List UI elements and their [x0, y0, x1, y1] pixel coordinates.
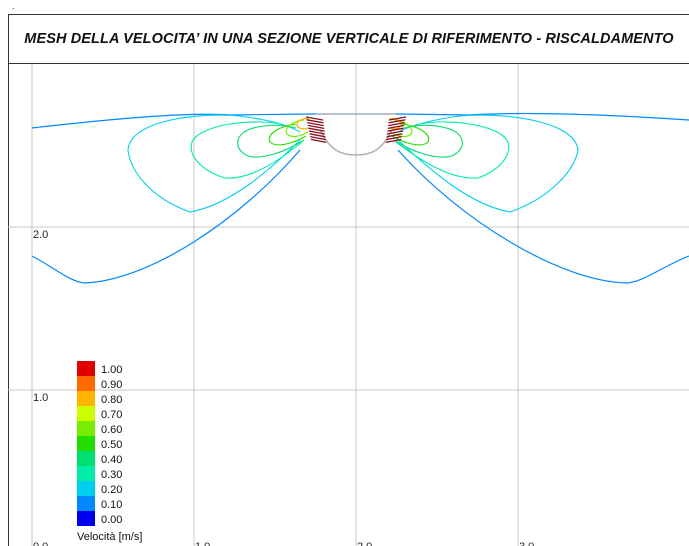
legend-swatch	[77, 451, 95, 466]
legend-title: Velocità [m/s]	[77, 531, 142, 543]
contour-right-060	[389, 119, 413, 138]
contour-right-020	[397, 114, 579, 213]
vector-right	[388, 116, 407, 121]
contour-right-040	[393, 124, 463, 158]
legend-swatch	[77, 481, 95, 496]
contour-right-050	[391, 123, 430, 146]
y-tick-label: 1.0	[33, 392, 48, 404]
chart-title-box: MESH DELLA VELOCITA’ IN UNA SEZIONE VERT…	[8, 14, 689, 64]
legend-value: 0.80	[101, 394, 122, 406]
color-legend: 1.00 0.90 0.80 0.70 0.60 0.50 0.40 0.30 0.20 0.10…	[77, 361, 142, 543]
vector-right	[387, 127, 404, 132]
legend-value: 0.10	[101, 499, 122, 511]
vector-left	[310, 138, 327, 144]
contour-left-050	[268, 123, 307, 146]
x-tick-label: 2.0	[357, 541, 372, 546]
contour-left-060	[285, 119, 309, 138]
grid-lines	[8, 64, 689, 546]
legend-value: 0.40	[101, 454, 122, 466]
contour-left-030	[190, 121, 303, 179]
vector-left	[305, 116, 324, 121]
axis-tick-labels: 2.0 1.0 0.0 1.0 2.0 3.0	[33, 229, 534, 546]
y-tick-label: 2.0	[33, 229, 48, 241]
contour-left-020	[127, 114, 301, 213]
vector-right	[387, 124, 405, 130]
x-tick-label: 0.0	[33, 541, 48, 546]
legend-swatch	[77, 376, 95, 391]
legend-swatch	[77, 511, 95, 526]
legend-value: 0.50	[101, 439, 122, 451]
legend-value: 0.70	[101, 409, 122, 421]
vector-right	[386, 130, 404, 135]
contour-outer-left	[31, 149, 301, 284]
legend-value: 0.00	[101, 514, 122, 526]
contour-top-band	[31, 113, 689, 129]
contour-outer-right	[397, 149, 689, 284]
vector-left	[308, 127, 325, 132]
vector-left	[308, 130, 326, 135]
legend-swatch	[77, 406, 95, 421]
velocity-contours	[31, 113, 689, 284]
legend-value: 0.90	[101, 379, 122, 391]
contour-left-080	[296, 117, 310, 130]
vector-left	[307, 121, 324, 127]
vector-right	[388, 121, 405, 127]
vector-right	[388, 119, 406, 124]
velocity-vectors	[305, 116, 407, 144]
corner-mark: -	[12, 4, 15, 13]
legend-swatch	[77, 496, 95, 511]
plot-area	[8, 64, 689, 546]
x-tick-label: 1.0	[195, 541, 210, 546]
legend-value: 0.20	[101, 484, 122, 496]
legend-value: 0.60	[101, 424, 122, 436]
vector-right	[386, 133, 403, 138]
vector-right	[385, 138, 402, 144]
legend-swatch	[77, 466, 95, 481]
vector-right	[386, 135, 402, 141]
legend-swatch	[77, 436, 95, 451]
chart-title: MESH DELLA VELOCITA’ IN UNA SEZIONE VERT…	[24, 31, 674, 47]
vector-left	[310, 135, 326, 141]
legend-swatch	[77, 421, 95, 436]
vector-left	[307, 124, 325, 130]
legend-swatch	[77, 391, 95, 406]
legend-value: 1.00	[101, 364, 122, 376]
contour-center-cavity	[319, 129, 393, 156]
vector-left	[306, 119, 324, 124]
vector-left	[309, 133, 326, 138]
contour-left-040	[237, 124, 305, 158]
legend-value: 0.30	[101, 469, 122, 481]
legend-swatch	[77, 361, 95, 376]
x-tick-label: 3.0	[519, 541, 534, 546]
contour-right-030	[395, 121, 510, 179]
